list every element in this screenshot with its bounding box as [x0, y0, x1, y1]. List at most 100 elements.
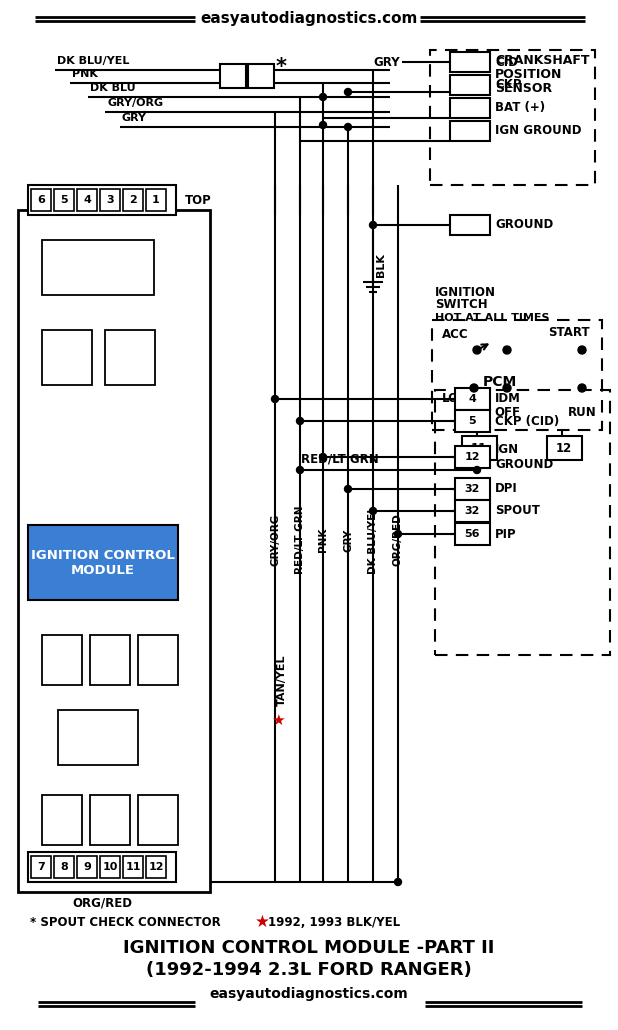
Bar [54, 856, 74, 878]
Text: 32: 32 [464, 506, 480, 516]
Bar [42, 636, 82, 685]
Text: DPI: DPI [495, 482, 518, 495]
Text: GRY/ORG: GRY/ORG [107, 98, 163, 108]
Circle shape [344, 124, 352, 131]
Bar [123, 856, 143, 878]
Circle shape [394, 530, 402, 538]
Text: 7: 7 [37, 862, 45, 872]
Text: GRY: GRY [343, 528, 353, 552]
Circle shape [271, 396, 279, 403]
Text: easyautodiagnostics.com: easyautodiagnostics.com [200, 10, 418, 26]
Text: IGN GROUND: IGN GROUND [495, 125, 582, 137]
Circle shape [297, 467, 303, 474]
Circle shape [320, 122, 326, 129]
Bar [455, 523, 490, 545]
Circle shape [370, 508, 376, 515]
Text: 8: 8 [60, 862, 68, 872]
Bar [432, 320, 602, 430]
Bar [123, 188, 143, 211]
Bar [105, 330, 155, 385]
Text: PNK: PNK [72, 69, 98, 79]
Text: ORG/RED: ORG/RED [393, 514, 403, 567]
Bar [455, 500, 490, 522]
Circle shape [503, 346, 511, 354]
Circle shape [344, 89, 352, 96]
Bar [450, 215, 490, 235]
Text: SENSOR: SENSOR [495, 81, 552, 95]
Text: DK BLU/YEL: DK BLU/YEL [368, 506, 378, 574]
Text: 4: 4 [83, 195, 91, 205]
Circle shape [394, 879, 402, 886]
Text: easyautodiagnostics.com: easyautodiagnostics.com [210, 987, 408, 1001]
Text: DK BLU: DK BLU [90, 83, 135, 93]
Text: 5: 5 [468, 416, 476, 426]
Text: GRY: GRY [122, 113, 147, 123]
Text: RED/LT GRN: RED/LT GRN [301, 452, 379, 465]
Text: IGNITION CONTROL
MODULE: IGNITION CONTROL MODULE [31, 549, 175, 577]
Bar [42, 795, 82, 845]
Text: TAN/YEL: TAN/YEL [277, 654, 287, 706]
Bar [90, 795, 130, 845]
Bar [547, 436, 582, 460]
Text: CRANKSHAFT: CRANKSHAFT [495, 54, 590, 67]
Text: DK BLU/YEL: DK BLU/YEL [57, 56, 129, 66]
Text: POSITION: POSITION [495, 68, 562, 80]
Text: OFF: OFF [494, 406, 520, 418]
Circle shape [578, 346, 586, 354]
Bar [42, 330, 92, 385]
Text: 1992, 1993 BLK/YEL: 1992, 1993 BLK/YEL [268, 916, 400, 928]
Bar [248, 64, 274, 88]
Text: 11: 11 [471, 442, 487, 454]
Text: 32: 32 [464, 484, 480, 494]
Circle shape [344, 485, 352, 492]
Text: CKP: CKP [495, 78, 522, 92]
Bar [138, 795, 178, 845]
Text: ORG/RED: ORG/RED [72, 897, 132, 909]
Bar [42, 240, 154, 295]
Bar [220, 64, 246, 88]
Text: IDM: IDM [495, 392, 521, 406]
Text: SPOUT: SPOUT [495, 505, 540, 517]
Text: 9: 9 [83, 862, 91, 872]
Text: START: START [548, 325, 590, 339]
Circle shape [470, 384, 478, 392]
Text: ★: ★ [255, 913, 270, 931]
Bar [28, 852, 176, 882]
Text: IGN
GROUND: IGN GROUND [495, 443, 553, 471]
Text: ★: ★ [271, 713, 285, 727]
Bar [450, 98, 490, 118]
Circle shape [297, 417, 303, 424]
Circle shape [370, 221, 376, 229]
Bar [455, 410, 490, 432]
Text: ACC: ACC [442, 329, 468, 342]
Bar [18, 210, 210, 892]
Text: *: * [276, 57, 287, 77]
Circle shape [473, 467, 481, 474]
Bar [435, 390, 610, 655]
Text: 6: 6 [37, 195, 45, 205]
Text: 12: 12 [556, 442, 572, 454]
Bar [77, 856, 97, 878]
Text: PIP: PIP [495, 527, 517, 541]
Text: SWITCH: SWITCH [435, 299, 488, 311]
Bar [146, 188, 166, 211]
Text: 11: 11 [125, 862, 141, 872]
Text: * SPOUT CHECK CONNECTOR: * SPOUT CHECK CONNECTOR [30, 916, 221, 928]
Text: GROUND: GROUND [495, 218, 553, 232]
Bar [450, 121, 490, 141]
Bar [462, 436, 497, 460]
Text: TOP: TOP [185, 194, 212, 206]
Circle shape [320, 94, 326, 101]
Bar [455, 446, 490, 468]
Text: 5: 5 [60, 195, 68, 205]
Text: RUN: RUN [567, 406, 596, 418]
Circle shape [578, 384, 586, 392]
Bar [100, 188, 120, 211]
Bar [28, 525, 178, 600]
Text: BAT (+): BAT (+) [495, 102, 545, 114]
Bar [58, 710, 138, 765]
Bar [54, 188, 74, 211]
Bar [455, 388, 490, 410]
Circle shape [473, 346, 481, 354]
Bar [100, 856, 120, 878]
